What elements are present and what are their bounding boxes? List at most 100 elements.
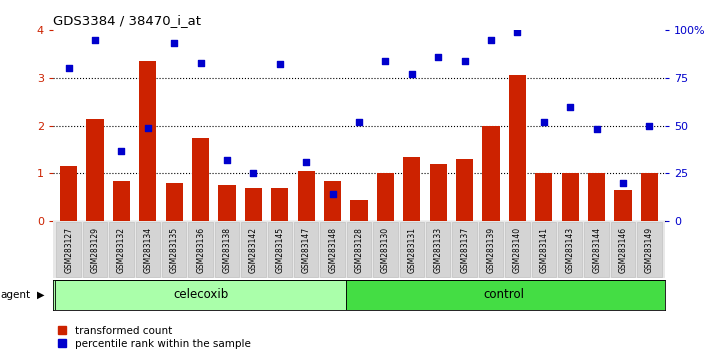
Bar [218,185,236,221]
Point [591,127,603,132]
Text: GSM283130: GSM283130 [381,227,390,273]
Point [406,71,417,77]
Bar [245,188,262,221]
FancyBboxPatch shape [453,222,477,277]
Bar [298,171,315,221]
Text: celecoxib: celecoxib [173,288,228,301]
Point [512,29,523,35]
Text: GSM283128: GSM283128 [355,227,363,273]
Point [327,192,338,197]
FancyBboxPatch shape [294,222,318,277]
Bar [641,173,658,221]
Text: agent: agent [0,290,30,300]
Bar [377,173,394,221]
Text: GSM283147: GSM283147 [302,227,310,273]
Bar [403,157,420,221]
Text: GSM283143: GSM283143 [566,227,574,273]
Point [539,119,550,125]
Bar [324,181,341,221]
Point [301,159,312,165]
Bar [60,166,77,221]
Text: GSM283145: GSM283145 [275,227,284,273]
Text: GSM283144: GSM283144 [592,227,601,273]
FancyBboxPatch shape [558,222,582,277]
Bar [615,190,631,221]
Point [63,65,75,71]
Bar [456,159,473,221]
Legend: transformed count, percentile rank within the sample: transformed count, percentile rank withi… [58,326,251,349]
FancyBboxPatch shape [162,222,187,277]
Point [248,171,259,176]
FancyBboxPatch shape [505,222,529,277]
Point [115,148,127,153]
Bar [192,138,209,221]
FancyBboxPatch shape [426,222,451,277]
FancyBboxPatch shape [479,222,503,277]
FancyBboxPatch shape [346,280,665,310]
FancyBboxPatch shape [189,222,213,277]
Text: GSM283146: GSM283146 [619,227,627,273]
FancyBboxPatch shape [56,280,346,310]
Text: GSM283141: GSM283141 [539,227,548,273]
FancyBboxPatch shape [347,222,371,277]
FancyBboxPatch shape [136,222,160,277]
Point [169,41,180,46]
Bar [165,183,183,221]
Bar [87,119,103,221]
Bar [562,173,579,221]
Point [432,54,444,60]
Text: GSM283138: GSM283138 [222,227,232,273]
Bar [482,126,500,221]
Text: GSM283133: GSM283133 [434,227,443,273]
Text: GSM283134: GSM283134 [144,227,152,273]
Text: GSM283136: GSM283136 [196,227,205,273]
FancyBboxPatch shape [268,222,292,277]
Point [380,58,391,63]
FancyBboxPatch shape [532,222,556,277]
Text: GSM283132: GSM283132 [117,227,126,273]
FancyBboxPatch shape [584,222,609,277]
FancyBboxPatch shape [241,222,265,277]
Point [89,37,101,42]
Text: GSM283127: GSM283127 [64,227,73,273]
Text: GSM283129: GSM283129 [91,227,99,273]
Text: control: control [484,288,524,301]
Bar [535,173,553,221]
FancyBboxPatch shape [400,222,424,277]
Point [221,157,232,163]
FancyBboxPatch shape [320,222,345,277]
Text: GSM283149: GSM283149 [645,227,654,273]
Bar [351,200,367,221]
FancyBboxPatch shape [373,222,398,277]
Text: GSM283142: GSM283142 [249,227,258,273]
Bar [588,173,605,221]
Text: GDS3384 / 38470_i_at: GDS3384 / 38470_i_at [53,14,201,27]
Point [274,62,286,67]
Point [353,119,365,125]
Point [142,125,153,130]
FancyBboxPatch shape [83,222,107,277]
Bar [271,188,289,221]
Bar [139,61,156,221]
Bar [429,164,447,221]
FancyBboxPatch shape [611,222,635,277]
Text: GSM283140: GSM283140 [513,227,522,273]
Point [195,60,206,65]
Text: ▶: ▶ [37,290,44,300]
Bar [113,181,130,221]
Text: GSM283135: GSM283135 [170,227,179,273]
Point [459,58,470,63]
FancyBboxPatch shape [215,222,239,277]
Bar [509,75,526,221]
Text: GSM283137: GSM283137 [460,227,469,273]
FancyBboxPatch shape [637,222,662,277]
FancyBboxPatch shape [109,222,134,277]
Text: GSM283148: GSM283148 [328,227,337,273]
Point [643,123,655,129]
Text: GSM283131: GSM283131 [408,227,416,273]
FancyBboxPatch shape [56,222,81,277]
Point [565,104,576,109]
Point [486,37,497,42]
Point [617,180,629,186]
Text: GSM283139: GSM283139 [486,227,496,273]
